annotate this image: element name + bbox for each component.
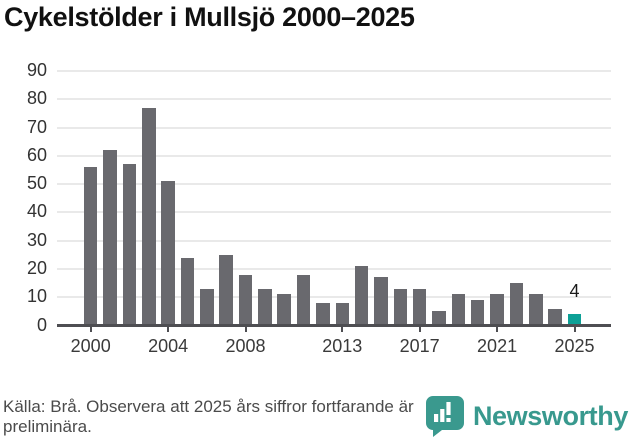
logo-exclamation-stroke bbox=[446, 402, 451, 415]
x-axis-tick bbox=[89, 326, 92, 332]
bar-2020 bbox=[470, 300, 485, 326]
bar-2016 bbox=[393, 288, 408, 326]
bar-2004 bbox=[161, 181, 175, 326]
bar-2019 bbox=[451, 294, 466, 326]
bar-2022 bbox=[509, 283, 524, 326]
bar-2014 bbox=[354, 266, 369, 326]
y-axis-label: 0 bbox=[36, 314, 47, 335]
bar-2010 bbox=[277, 294, 291, 326]
gridline bbox=[57, 211, 611, 214]
bar-2002 bbox=[122, 164, 137, 326]
y-axis-label: 90 bbox=[26, 60, 47, 80]
y-axis-label: 10 bbox=[26, 286, 47, 307]
logo-bar-small bbox=[433, 414, 439, 422]
y-axis-label: 40 bbox=[26, 201, 47, 222]
bar-2025 bbox=[567, 314, 582, 326]
x-axis-label: 2000 bbox=[70, 336, 111, 356]
bar-2007 bbox=[219, 254, 233, 326]
bar-2012 bbox=[316, 302, 330, 326]
gridline bbox=[57, 296, 611, 299]
gridline bbox=[57, 98, 611, 101]
newsworthy-wordmark: Newsworthy bbox=[472, 400, 628, 431]
x-axis-tick bbox=[341, 326, 344, 332]
y-axis-label: 20 bbox=[26, 257, 47, 278]
y-axis-label: 70 bbox=[26, 116, 47, 137]
x-axis-label: 2004 bbox=[148, 336, 189, 356]
bar-2000 bbox=[83, 167, 98, 326]
bar-2005 bbox=[180, 257, 195, 326]
logo-bar-medium bbox=[440, 409, 445, 422]
bar-2008 bbox=[238, 274, 253, 326]
x-axis-tick bbox=[496, 326, 499, 332]
x-axis-line bbox=[57, 324, 611, 327]
gridline bbox=[57, 267, 611, 270]
gridline bbox=[57, 239, 611, 242]
bar-chart-bubble-icon bbox=[425, 396, 464, 437]
logo-exclamation-dot bbox=[446, 418, 451, 422]
x-axis-label: 2008 bbox=[225, 336, 266, 356]
bar-2024 bbox=[548, 308, 562, 326]
gridline bbox=[57, 183, 611, 186]
x-axis-tick bbox=[167, 326, 170, 332]
y-axis-label: 80 bbox=[26, 88, 47, 109]
x-axis-label: 2017 bbox=[399, 336, 440, 356]
bar-2017 bbox=[412, 288, 427, 326]
x-axis-label: 2021 bbox=[477, 336, 518, 356]
newsworthy-logo: Newsworthy bbox=[425, 395, 628, 437]
bar-2006 bbox=[200, 288, 214, 326]
y-axis-label: 50 bbox=[26, 173, 47, 194]
bar-2021 bbox=[490, 294, 504, 326]
x-axis-tick bbox=[573, 326, 576, 332]
y-axis-label: 60 bbox=[26, 144, 47, 165]
chart-title: Cykelstölder i Mullsjö 2000–2025 bbox=[4, 2, 415, 32]
source-note: Källa: Brå. Observera att 2025 års siffr… bbox=[3, 397, 414, 436]
bar-2001 bbox=[103, 150, 117, 326]
x-axis-tick bbox=[418, 326, 421, 332]
bar-2018 bbox=[432, 311, 446, 326]
bar-2003 bbox=[142, 107, 156, 326]
bar-2011 bbox=[296, 274, 311, 326]
gridline bbox=[57, 126, 611, 129]
bar-2015 bbox=[374, 277, 388, 326]
gridline bbox=[57, 70, 611, 72]
gridline bbox=[57, 154, 611, 157]
x-axis-label: 2013 bbox=[322, 336, 363, 356]
x-axis-label: 2025 bbox=[554, 336, 595, 356]
value-label: 4 bbox=[569, 281, 580, 302]
bar-2013 bbox=[335, 302, 350, 326]
bar-2009 bbox=[258, 288, 272, 326]
bar-2023 bbox=[529, 294, 543, 326]
y-axis-label: 30 bbox=[26, 229, 47, 250]
x-axis-tick bbox=[244, 326, 247, 332]
